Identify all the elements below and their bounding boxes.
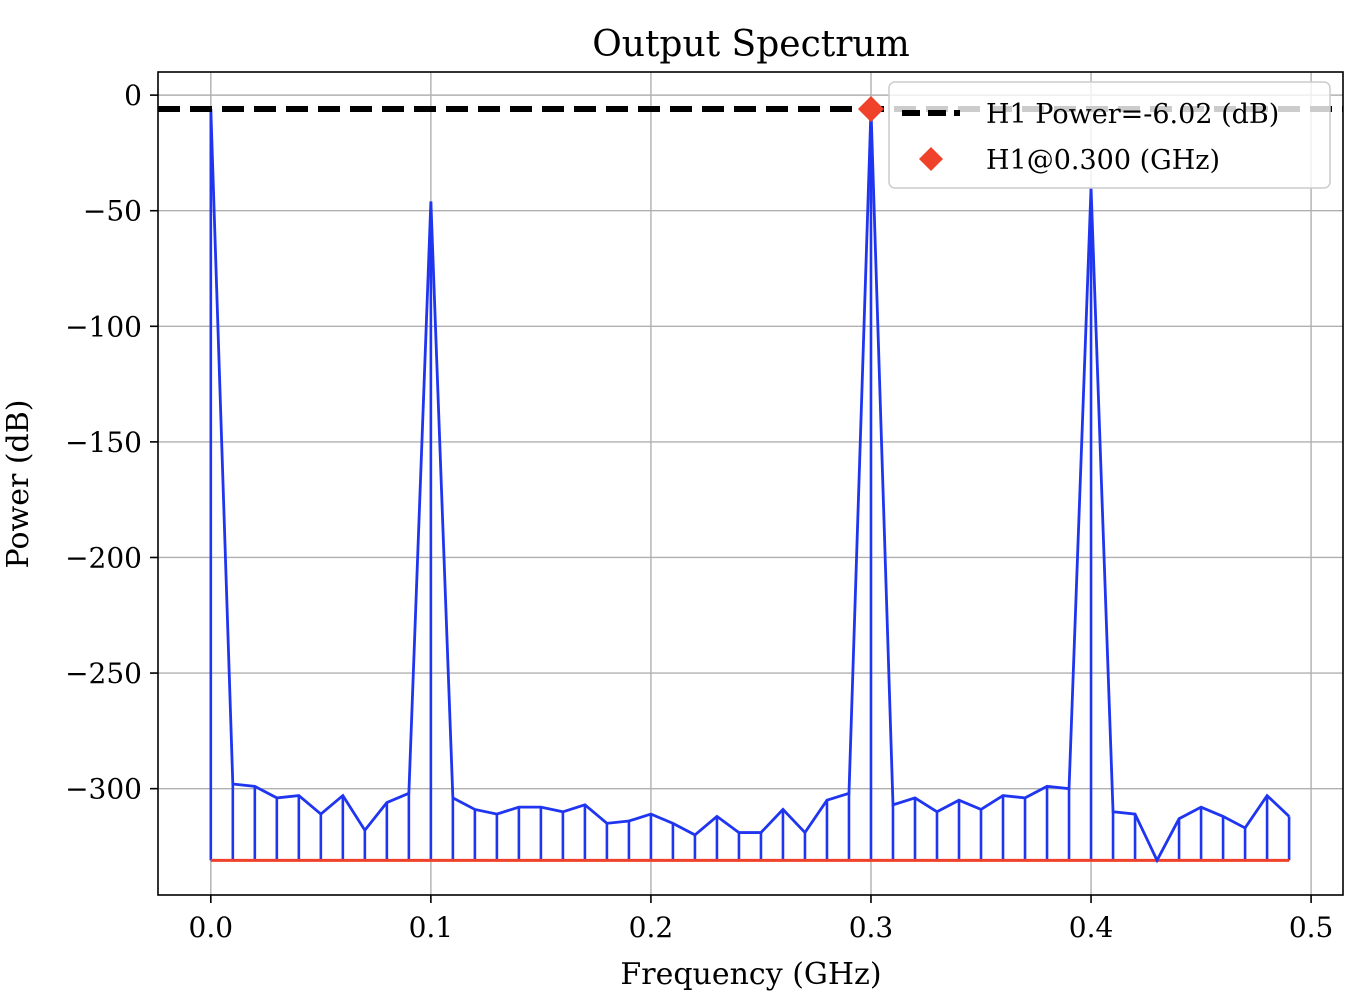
- x-axis-label: Frequency (GHz): [620, 957, 881, 992]
- grid: [158, 72, 1343, 895]
- legend-h1-marker-label: H1@0.300 (GHz): [986, 145, 1220, 176]
- x-tick-label: 0.1: [409, 911, 454, 944]
- spectrum-line: [209, 108, 1291, 864]
- y-tick-label: −150: [65, 426, 142, 459]
- h1-marker-point: [857, 96, 884, 123]
- x-tick-label: 0.0: [189, 911, 234, 944]
- legend-h1-marker-swatch: [919, 147, 943, 171]
- x-tick-label: 0.4: [1069, 911, 1114, 944]
- y-ticks: 0 −50 −100 −150 −200 −250 −300: [65, 79, 158, 806]
- y-tick-label: −250: [65, 657, 142, 690]
- y-tick-label: 0: [124, 79, 142, 112]
- spectrum-series: [209, 108, 1291, 864]
- x-ticks: 0.0 0.1 0.2 0.3 0.4 0.5: [189, 895, 1334, 944]
- legend-box: [888, 81, 1331, 189]
- x-tick-label: 0.3: [849, 911, 894, 944]
- legend: H1 Power=-6.02 (dB) H1@0.300 (GHz): [888, 81, 1331, 189]
- stem-lines: [209, 109, 1291, 861]
- x-tick-label: 0.2: [629, 911, 674, 944]
- y-tick-label: −300: [65, 773, 142, 806]
- y-tick-label: −100: [65, 310, 142, 343]
- plot-frame: [157, 71, 1344, 896]
- y-axis-label: Power (dB): [1, 400, 36, 569]
- h1-marker-series: [857, 96, 884, 123]
- x-tick-label: 0.5: [1289, 911, 1334, 944]
- y-tick-label: −50: [83, 195, 142, 228]
- legend-h1-power-label: H1 Power=-6.02 (dB): [986, 99, 1279, 130]
- y-tick-label: −200: [65, 541, 142, 574]
- chart-title: Output Spectrum: [592, 24, 909, 65]
